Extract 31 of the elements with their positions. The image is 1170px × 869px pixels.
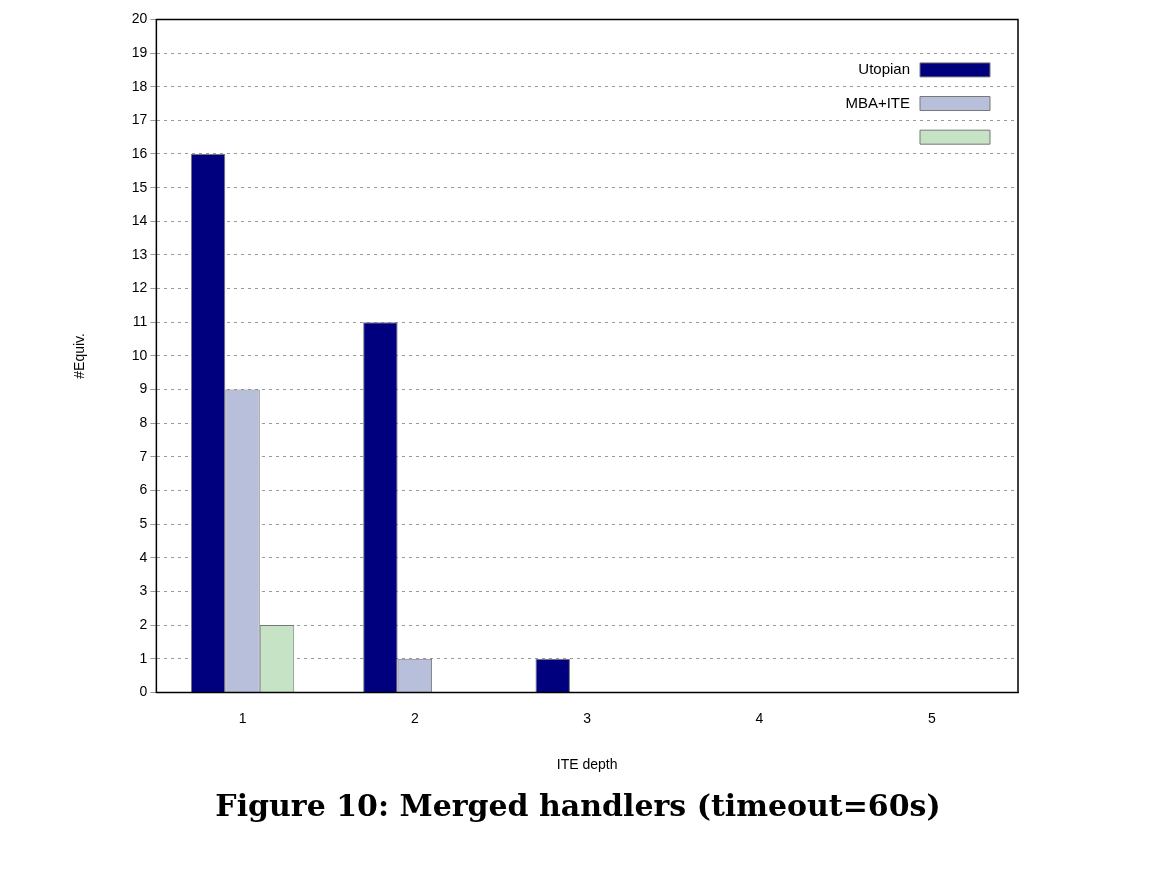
y-tick-label: 19 [131, 43, 148, 60]
x-tick-label: 3 [583, 709, 592, 726]
x-tick-label: 5 [927, 709, 936, 726]
x-tick-label: 4 [755, 709, 764, 726]
y-tick-label: 17 [131, 111, 148, 128]
y-tick-label: 13 [131, 245, 148, 262]
y-tick-label: 10 [131, 346, 148, 363]
y-axis-title: #Equiv. [71, 333, 88, 379]
legend-label: MBA+ITE [845, 93, 910, 111]
y-tick-label: 1 [139, 649, 148, 666]
y-tick-label: 7 [139, 447, 148, 464]
y-tick-label: 4 [139, 548, 148, 565]
legend-label: Utopian [858, 60, 910, 78]
y-tick-label: 9 [139, 380, 148, 397]
text: Figure 10: Merged handlers (timeout=60s) [214, 788, 942, 823]
y-tick-label: 3 [139, 582, 148, 599]
y-tick-label: 15 [131, 178, 148, 195]
y-tick-label: 18 [131, 77, 148, 94]
y-tick-label: 8 [139, 414, 148, 431]
y-tick-label: 20 [131, 10, 148, 27]
y-tick-label: 5 [139, 515, 148, 532]
y-tick-label: 11 [132, 313, 148, 330]
x-axis-title: ITE depth [556, 756, 618, 773]
x-tick-label: 2 [410, 709, 419, 726]
y-tick-label: 2 [139, 615, 148, 632]
y-tick-label: 6 [139, 481, 148, 498]
y-tick-label: 0 [139, 683, 148, 700]
y-tick-label: 12 [131, 279, 148, 296]
x-tick-label: 1 [238, 709, 247, 726]
y-tick-label: 14 [131, 212, 148, 229]
y-tick-label: 16 [131, 144, 148, 161]
